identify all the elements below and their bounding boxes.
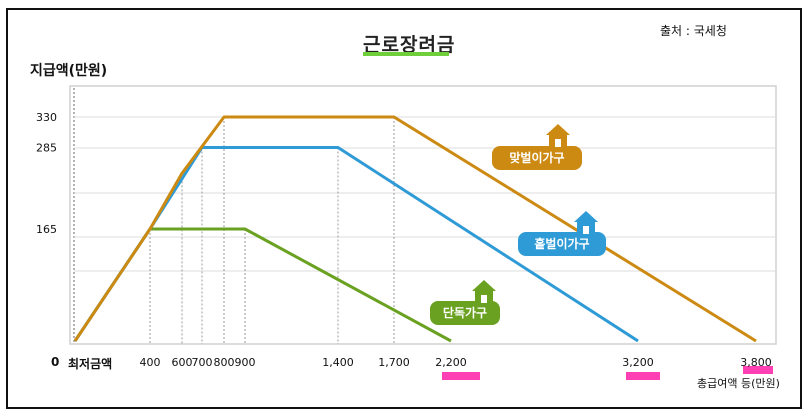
legend-badge: 맞벌이가구 <box>492 124 582 170</box>
x-min-label: 최저금액 <box>68 357 113 371</box>
x-tick-label: 900 <box>235 356 256 369</box>
x-tick-label: 800 <box>214 356 235 369</box>
source-label: 출처 : 국세청 <box>660 24 727 38</box>
origin-label: 0 <box>51 355 60 369</box>
series-name-label: 맞벌이가구 <box>509 150 564 165</box>
x-tick-label: 1,400 <box>322 356 354 369</box>
series-name-label: 홑벌이가구 <box>534 236 589 251</box>
house-icon <box>546 124 570 135</box>
chart-title: 근로장려금 <box>363 34 456 56</box>
badge-bg <box>518 232 606 256</box>
badge-bg <box>492 146 582 170</box>
badge-bg <box>430 301 500 325</box>
highlight-mark-3800 <box>743 366 773 374</box>
house-door-icon <box>481 295 487 303</box>
house-door-icon <box>555 139 561 147</box>
y-axis-label: 지급액(만원) <box>30 63 108 79</box>
highlight-mark-3200 <box>626 372 660 380</box>
x-tick-label: 400 <box>140 356 161 369</box>
title-underline <box>363 52 449 56</box>
legend-badge: 단독가구 <box>430 280 500 325</box>
highlight-mark-2200 <box>442 372 480 380</box>
x-tick-label: 600 <box>172 356 193 369</box>
x-tick-label: 2,200 <box>435 356 467 369</box>
y-tick-label: 165 <box>36 223 57 236</box>
legend-badge: 홑벌이가구 <box>518 211 606 256</box>
x-unit-label: 총급여액 등(만원) <box>697 377 780 390</box>
x-tick-label: 3,200 <box>622 356 654 369</box>
y-tick-label: 285 <box>36 142 57 155</box>
y-tick-label: 330 <box>36 111 57 124</box>
chart-frame <box>6 8 802 409</box>
house-door-icon <box>583 226 589 234</box>
x-tick-label: 700 <box>192 356 213 369</box>
x-tick-label: 3,800 <box>740 356 772 369</box>
series-name-label: 단독가구 <box>443 305 487 320</box>
x-tick-label: 1,700 <box>378 356 410 369</box>
plot-area <box>69 85 777 345</box>
series-line <box>73 115 757 343</box>
series-line <box>73 227 452 343</box>
house-icon <box>574 211 598 222</box>
house-icon <box>472 280 496 291</box>
